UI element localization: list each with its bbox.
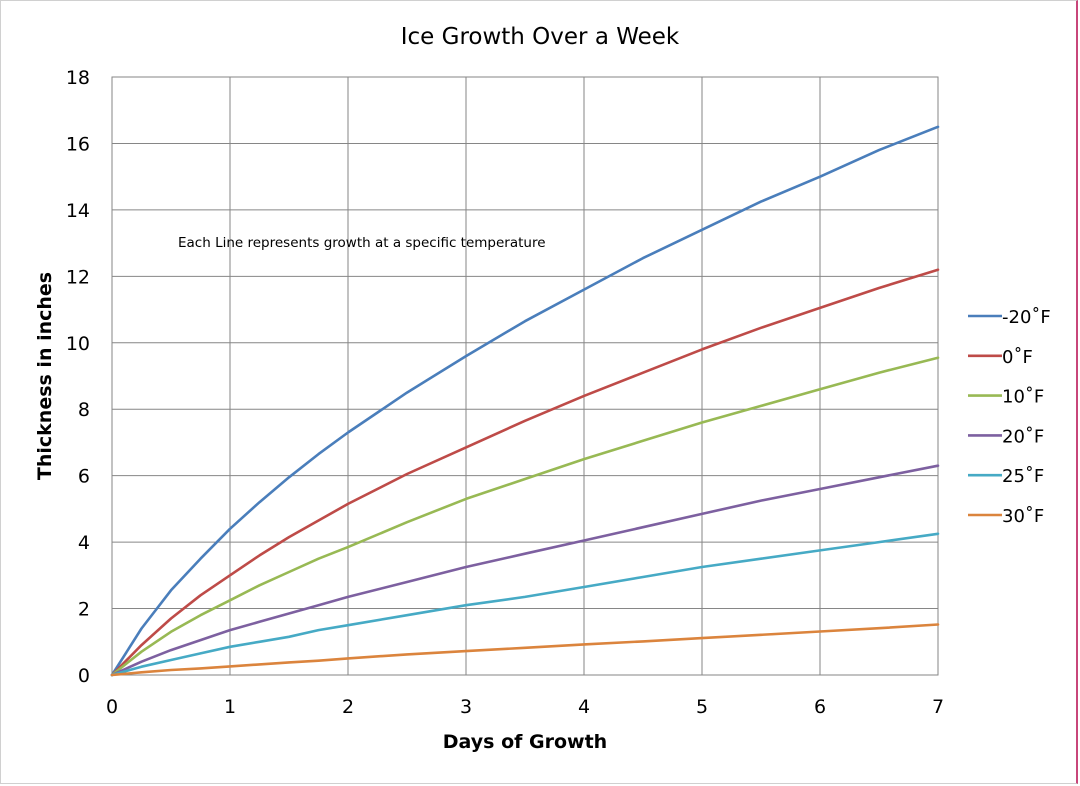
chart-annotation: Each Line represents growth at a specifi… [178,235,546,251]
y-tick-label: 12 [66,266,90,288]
y-tick-label: 0 [78,665,90,687]
series-layer [110,125,940,677]
series-line [110,268,940,677]
x-tick-label: 1 [224,696,236,718]
y-tick-label: 18 [66,67,90,89]
legend-label: 20˚F [1002,426,1044,447]
chart-title: Ice Growth Over a Week [401,24,680,50]
series-line [110,125,940,677]
series-line [110,532,940,677]
legend-label: 10˚F [1002,387,1044,408]
y-tick-label: 6 [78,466,90,488]
legend-label: 25˚F [1002,466,1044,487]
legend-label: 30˚F [1002,506,1044,527]
series-line [110,623,940,677]
y-tick-label: 10 [66,333,90,355]
y-tick-label: 8 [78,399,90,421]
x-tick-label: 3 [460,696,472,718]
x-tick-label: 6 [814,696,826,718]
series-line [110,356,940,677]
y-tick-label: 4 [78,532,90,554]
grid-layer [111,76,939,676]
legend-label: -20˚F [1002,307,1051,328]
x-tick-label: 5 [696,696,708,718]
legend-layer: -20˚F 0˚F 10˚F 20˚F 25˚F 30˚F [968,307,1051,527]
plot-area-border [111,76,939,676]
y-tick-label: 14 [66,200,90,222]
x-tick-label: 4 [578,696,590,718]
legend-label: 0˚F [1002,347,1033,368]
series-line [110,464,940,677]
y-tick-label: 16 [66,133,90,155]
x-tick-label: 0 [106,696,118,718]
y-axis-label: Thickness in inches [34,272,56,480]
x-axis-label: Days of Growth [443,731,607,753]
y-tick-label: 2 [78,599,90,621]
x-tick-label: 7 [932,696,944,718]
x-tick-label: 2 [342,696,354,718]
